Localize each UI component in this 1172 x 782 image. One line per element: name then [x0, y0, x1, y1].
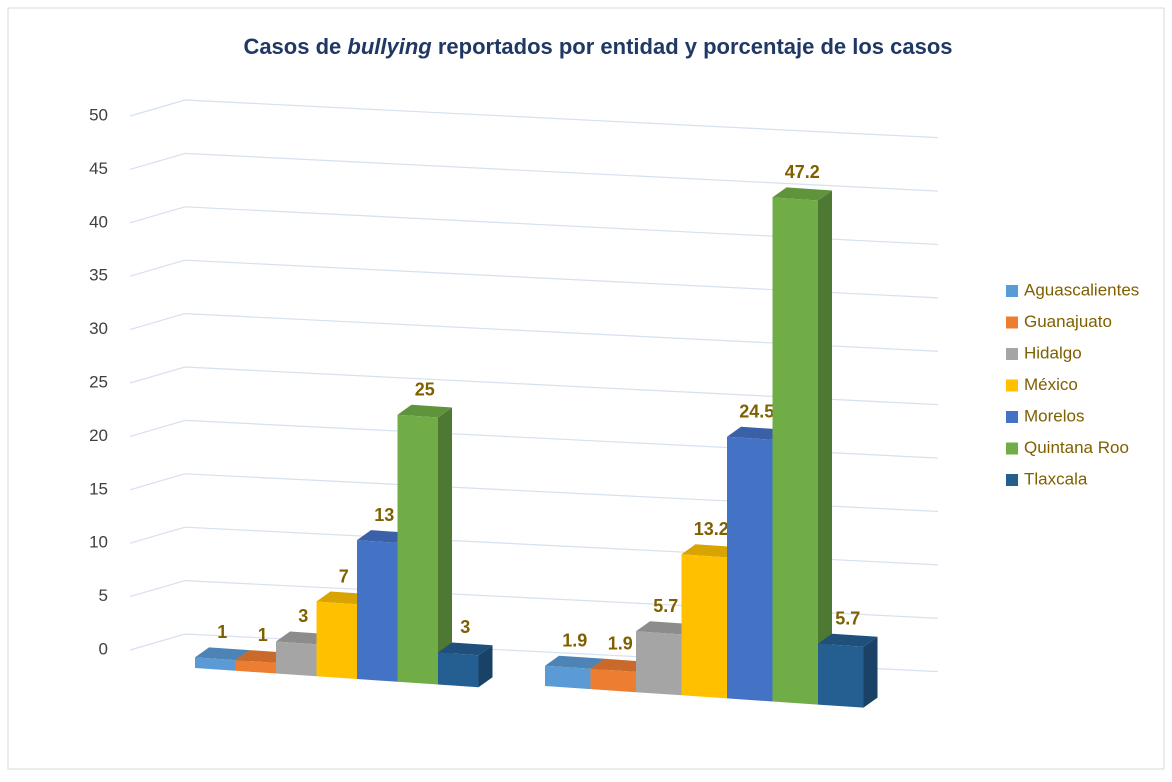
y-tick-label: 35	[89, 266, 108, 285]
bar-top	[636, 621, 696, 635]
value-label: 1	[217, 622, 227, 642]
legend-swatch	[1006, 379, 1018, 392]
legend-label: Aguascalientes	[1024, 280, 1139, 299]
grid-line	[129, 526, 186, 544]
bar	[235, 660, 276, 674]
bar	[681, 554, 727, 699]
y-tick-label: 45	[89, 159, 108, 178]
value-label: 3	[298, 606, 308, 626]
bar-side	[863, 636, 878, 708]
bar	[545, 665, 591, 690]
bar	[276, 641, 317, 677]
value-label: 13	[374, 505, 394, 525]
legend-label: Tlaxcala	[1024, 469, 1088, 488]
grid-line	[129, 580, 186, 598]
grid-line	[129, 633, 186, 651]
grid-line	[129, 366, 186, 384]
bar	[357, 540, 398, 682]
bar-top	[772, 187, 832, 201]
y-tick-label: 20	[89, 426, 108, 445]
bar-top	[545, 655, 605, 669]
value-label: 25	[415, 380, 435, 400]
grid-line	[184, 152, 939, 192]
bar-side	[818, 190, 832, 705]
legend-label: Hidalgo	[1024, 343, 1082, 362]
value-label: 47.2	[785, 162, 820, 182]
legend-swatch	[1006, 442, 1018, 455]
bar-top	[397, 404, 452, 418]
value-label: 24.5	[739, 401, 774, 421]
bar	[818, 643, 864, 708]
bar-top	[195, 647, 250, 661]
grid-line	[184, 99, 939, 139]
bar-side	[438, 407, 452, 685]
value-label: 1.9	[562, 630, 587, 650]
grid-line	[129, 152, 186, 170]
value-label: 1.9	[608, 634, 633, 654]
legend-swatch	[1006, 474, 1018, 486]
y-tick-label: 40	[89, 212, 108, 231]
chart-title: Casos de bullying reportados por entidad…	[243, 34, 952, 59]
grid-line	[129, 99, 186, 117]
chart-border	[7, 7, 1165, 770]
grid-line	[129, 313, 186, 331]
bar	[397, 414, 438, 685]
bar-top	[818, 633, 878, 647]
bar	[316, 601, 357, 680]
y-tick-label: 5	[99, 586, 108, 605]
value-label: 1	[258, 625, 268, 645]
y-tick-label: 0	[99, 639, 108, 658]
title-part: bullying	[347, 34, 432, 59]
bar-side	[478, 645, 493, 688]
legend-label: Quintana Roo	[1024, 438, 1129, 457]
grid-line	[129, 473, 186, 491]
title-part: Casos de	[243, 34, 341, 59]
bar	[772, 197, 818, 705]
value-label: 5.7	[653, 596, 678, 616]
value-label: 3	[460, 617, 470, 637]
bar-top	[727, 426, 787, 440]
legend-label: Guanajuato	[1024, 312, 1112, 331]
grid-line	[129, 206, 186, 224]
value-label: 5.7	[835, 608, 860, 628]
value-label: 13.2	[694, 519, 729, 539]
grid-line	[129, 259, 186, 277]
y-tick-label: 15	[89, 479, 108, 498]
y-tick-label: 10	[89, 533, 108, 552]
y-tick-label: 50	[89, 105, 108, 124]
legend-swatch	[1006, 348, 1018, 360]
title-part: reportados por entidad y porcentaje de l…	[438, 34, 953, 59]
bar-top	[590, 658, 650, 672]
bar	[727, 436, 773, 702]
legend-label: México	[1024, 375, 1078, 394]
bar	[438, 652, 479, 688]
y-tick-label: 30	[89, 319, 108, 338]
legend-swatch	[1006, 285, 1018, 297]
bar	[590, 668, 636, 693]
legend-swatch	[1006, 411, 1018, 423]
grid-line	[129, 419, 186, 437]
bar-top	[438, 642, 493, 656]
bar	[195, 657, 236, 671]
legend-label: Morelos	[1024, 406, 1084, 425]
bar-top	[681, 544, 741, 558]
y-tick-label: 25	[89, 372, 108, 391]
legend-swatch	[1006, 316, 1018, 329]
value-label: 7	[339, 566, 349, 586]
bar	[636, 631, 682, 696]
